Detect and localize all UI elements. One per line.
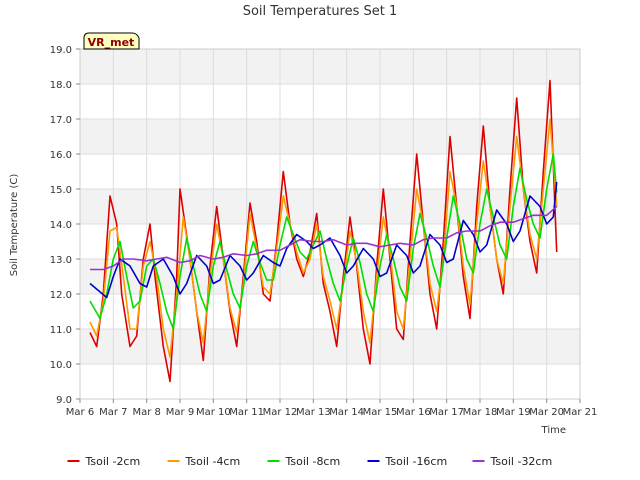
x-tick-label: Mar 7: [99, 407, 127, 418]
x-tick-label: Mar 9: [166, 407, 194, 418]
x-tick-label: Mar 15: [363, 407, 398, 418]
legend-item: Tsoil -16cm: [367, 455, 448, 468]
x-tick-label: Mar 10: [196, 407, 231, 418]
y-tick-label: 15.0: [50, 185, 72, 196]
x-tick-label: Mar 19: [496, 407, 531, 418]
x-tick-label: Mar 13: [296, 407, 331, 418]
chart-title: Soil Temperatures Set 1: [243, 4, 398, 19]
series-lines: [89, 79, 558, 383]
series-line-tsoil-4cm: [89, 118, 558, 358]
x-tick-label: Mar 21: [563, 407, 598, 418]
x-tick-label: Mar 12: [263, 407, 298, 418]
x-tick-label: Mar 11: [229, 407, 264, 418]
y-tick-label: 19.0: [50, 45, 72, 56]
plot-band: [80, 119, 580, 154]
x-tick-label: Mar 16: [396, 407, 431, 418]
plot-bands: [80, 49, 580, 364]
series-line-tsoil-16cm: [89, 181, 558, 299]
badge-box: [83, 32, 140, 50]
legend-label: Tsoil -16cm: [385, 455, 448, 468]
y-tick-label: 16.0: [50, 150, 72, 161]
x-axis-label: Time: [541, 425, 566, 436]
series-line-tsoil-2cm: [89, 79, 558, 383]
y-tick-label: 13.0: [50, 255, 72, 266]
legend-label: Tsoil -2cm: [85, 455, 141, 468]
y-tick-label: 18.0: [50, 80, 72, 91]
y-axis-label: Soil Temperature (C): [9, 174, 20, 277]
y-tick-label: 17.0: [50, 115, 72, 126]
legend-item: Tsoil -8cm: [267, 455, 341, 468]
badge-label: VR_met: [88, 36, 135, 49]
legend-item: Tsoil -2cm: [67, 455, 141, 468]
legend-label: Tsoil -8cm: [285, 455, 341, 468]
x-tick-label: Mar 18: [463, 407, 498, 418]
plot-band: [80, 329, 580, 364]
plot-band: [80, 189, 580, 224]
legend: Tsoil -2cm Tsoil -4cm Tsoil -8cm Tsoil -16c…: [67, 455, 553, 468]
x-tick-label: Mar 20: [529, 407, 564, 418]
y-tick-label: 11.0: [50, 325, 72, 336]
y-tick-label: 12.0: [50, 290, 72, 301]
plot-band: [80, 49, 580, 84]
y-axis-ticks: 9.0 10.0 11.0 12.0 13.0 14.0 15.0 16.0 17.0 18.0 1…: [50, 45, 80, 406]
x-tick-label: Mar 14: [329, 407, 364, 418]
x-tick-label: Mar 6: [66, 407, 94, 418]
legend-label: Tsoil -32cm: [490, 455, 553, 468]
x-tick-label: Mar 8: [132, 407, 160, 418]
y-tick-label: 9.0: [56, 395, 72, 406]
series-line-tsoil-32cm: [90, 205, 558, 271]
y-tick-label: 14.0: [50, 220, 72, 231]
legend-item: Tsoil -4cm: [167, 455, 241, 468]
legend-item: Tsoil -32cm: [472, 455, 553, 468]
x-tick-label: Mar 17: [429, 407, 464, 418]
legend-label: Tsoil -4cm: [185, 455, 241, 468]
station-badge: VR_met: [83, 32, 140, 50]
plot-band: [80, 259, 580, 294]
series-line-tsoil-8cm: [89, 153, 558, 330]
y-tick-label: 10.0: [50, 360, 72, 371]
